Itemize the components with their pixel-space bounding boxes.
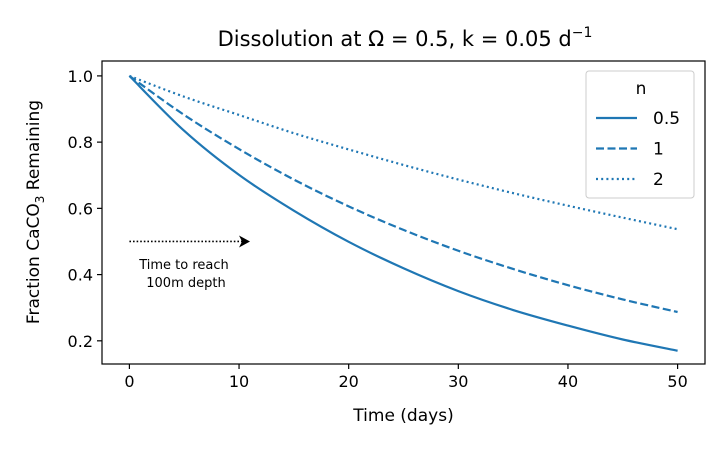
y-axis-label-subscript: 3 (33, 196, 47, 204)
legend-frame (585, 70, 695, 199)
chart-title: Dissolution at Ω = 0.5, k = 0.05 d−1 (218, 25, 593, 51)
annotation-arrow-head (239, 235, 251, 248)
annotation: Time to reach 100m depth (129, 235, 251, 291)
x-tick-label: 50 (667, 372, 687, 391)
y-tick-label: 0.2 (68, 332, 93, 351)
x-tick-label: 10 (229, 372, 249, 391)
y-axis-label: Fraction CaCO3 Remaining (24, 100, 47, 324)
y-tick-label: 0.6 (68, 199, 93, 218)
legend-label-n-1: 1 (653, 140, 664, 160)
series-line-n-0-5 (128, 75, 678, 352)
legend-items: 0.5 1 2 (596, 109, 680, 190)
x-tick-label: 0 (124, 372, 134, 391)
axes-frame (101, 60, 706, 365)
y-tick-label: 0.8 (68, 133, 93, 152)
x-tick-label: 40 (558, 372, 578, 391)
legend-label-n-0-5: 0.5 (653, 109, 680, 129)
y-tick-label: 1.0 (68, 67, 93, 86)
legend-title: n (636, 79, 647, 99)
series-line-n-2 (129, 74, 678, 231)
chart-title-main: Dissolution at Ω = 0.5, k = 0.05 d (218, 27, 572, 51)
y-axis-label-post: Remaining (24, 100, 44, 196)
y-axis-label-pre: Fraction CaCO (24, 203, 44, 324)
x-tick-label: 20 (339, 372, 359, 391)
legend-label-n-2: 2 (653, 170, 664, 190)
legend: n 0.5 1 2 (585, 70, 695, 199)
x-axis-label: Time (days) (352, 406, 453, 426)
series-line-n-1 (128, 75, 678, 314)
y-tick-label: 0.4 (68, 266, 93, 285)
annotation-text-line2: 100m depth (146, 276, 225, 291)
annotation-text-line1: Time to reach (138, 258, 229, 273)
x-tick-label: 30 (448, 372, 468, 391)
plot-area: 0 10 20 30 40 50 0.2 0.4 0.6 0.8 1.0 (68, 60, 706, 391)
chart-title-superscript: −1 (572, 25, 593, 41)
